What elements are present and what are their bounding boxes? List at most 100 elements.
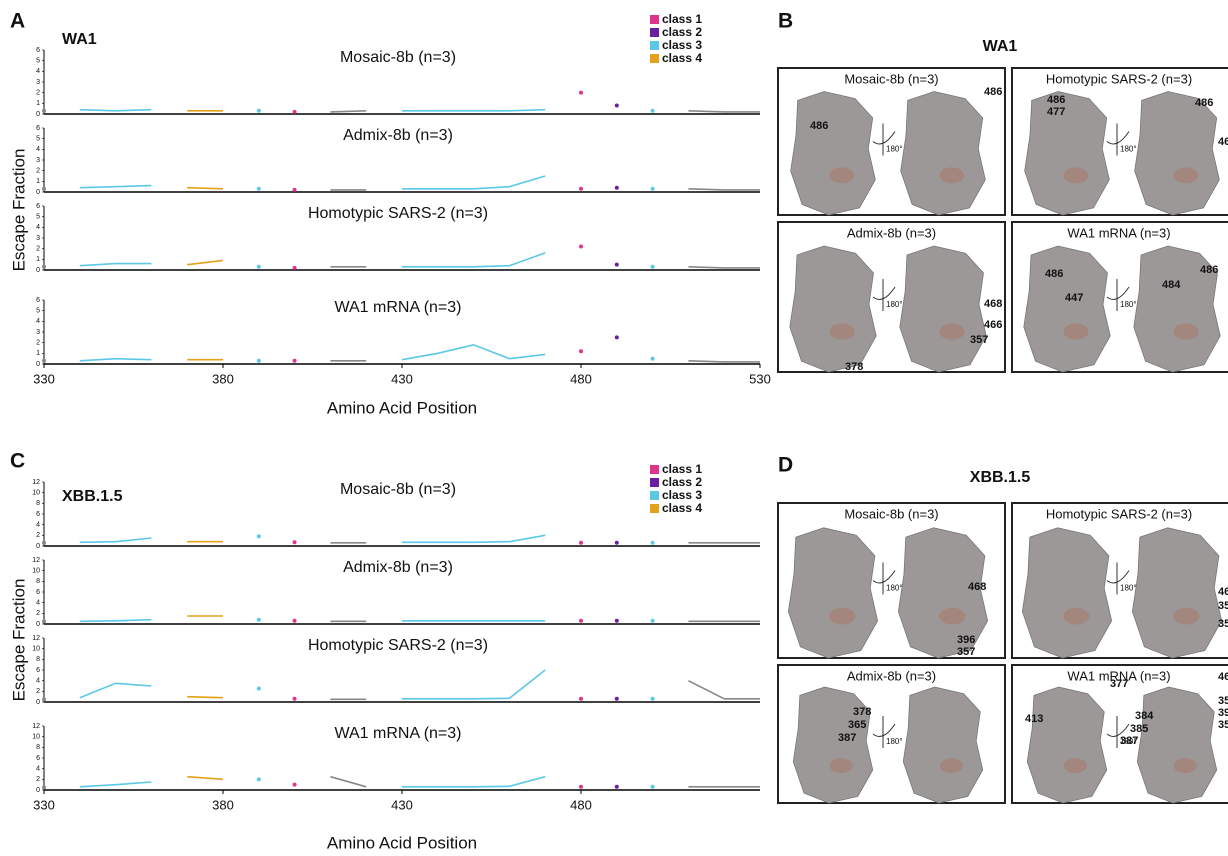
data-point (293, 266, 297, 270)
box-title: Homotypic SARS-2 (n=3) (1046, 506, 1192, 521)
data-point (42, 109, 46, 113)
data-point (293, 697, 297, 701)
x-tick-label: 330 (33, 371, 55, 386)
protein-surface (903, 687, 982, 803)
series-line (402, 535, 545, 542)
surface-patch (1063, 167, 1088, 183)
data-point (579, 619, 583, 623)
residue-label: 384 (1135, 710, 1154, 722)
y-tick-label: 1 (36, 256, 40, 263)
y-tick-label: 12 (32, 557, 40, 564)
residue-label: 486 (810, 120, 828, 132)
residue-label: 352 (1218, 719, 1228, 731)
y-tick-label: 6 (36, 667, 40, 674)
rotation-label: 180° (886, 584, 903, 593)
y-tick-label: 1 (36, 350, 40, 357)
y-tick-label: 1 (36, 100, 40, 107)
surface-patch (829, 608, 855, 625)
legend-swatch (650, 465, 659, 474)
y-tick-label: 5 (36, 308, 40, 315)
y-tick-label: 6 (36, 589, 40, 596)
y-tick-label: 10 (32, 734, 40, 741)
residue-label: 477 (1047, 106, 1065, 118)
series-line (688, 189, 760, 190)
y-tick-label: 4 (36, 146, 40, 153)
series-line (688, 681, 760, 699)
data-point (293, 110, 297, 114)
y-tick-label: 1 (36, 178, 40, 185)
series-line (688, 361, 760, 362)
legend-swatch (650, 491, 659, 500)
residue-label: 486 (1047, 94, 1065, 106)
protein-surface (1027, 687, 1106, 803)
protein-surface (1137, 687, 1216, 803)
rotation-label: 180° (1120, 300, 1137, 309)
series-line (80, 782, 152, 787)
data-point (615, 541, 619, 545)
y-tick-label: 4 (36, 68, 40, 75)
y-tick-label: 4 (36, 678, 40, 685)
box-title: Admix-8b (n=3) (847, 225, 936, 240)
chart-title: WA1 mRNA (n=3) (335, 299, 462, 316)
series-line (402, 176, 545, 189)
series-line (80, 683, 152, 697)
y-tick-label: 3 (36, 329, 40, 336)
data-point (257, 265, 261, 269)
panel-letter: C (10, 450, 25, 473)
y-tick-label: 4 (36, 766, 40, 773)
panel-letter: D (778, 454, 793, 477)
data-point (293, 359, 297, 363)
series-line (187, 260, 223, 264)
series-line (80, 110, 152, 111)
legend-swatch (650, 41, 659, 50)
y-tick-label: 5 (36, 214, 40, 221)
residue-label: 365 (848, 719, 866, 731)
data-point (651, 187, 655, 191)
x-axis-label: Amino Acid Position (327, 398, 477, 417)
data-point (651, 265, 655, 269)
protein-surface (791, 92, 876, 215)
residue-label: 357 (1218, 695, 1228, 707)
residue-label: 378 (845, 361, 863, 373)
data-point (651, 357, 655, 361)
residue-label: 357 (957, 646, 975, 658)
y-tick-label: 6 (36, 297, 40, 304)
y-tick-label: 10 (32, 568, 40, 575)
rotation-label: 180° (1120, 145, 1137, 154)
y-tick-label: 4 (36, 318, 40, 325)
panel-label: WA1 (62, 31, 97, 48)
y-tick-label: 6 (36, 203, 40, 210)
residue-label: 385 (1130, 723, 1148, 735)
residue-label: 357 (970, 334, 988, 346)
protein-surface (1024, 246, 1110, 372)
y-tick-label: 8 (36, 578, 40, 585)
data-point (257, 534, 261, 538)
series-line (688, 267, 760, 268)
residue-label: 484 (1162, 279, 1181, 291)
data-point (579, 187, 583, 191)
residue-label: 447 (1065, 292, 1083, 304)
panel-letter: A (10, 10, 25, 33)
y-tick-label: 3 (36, 157, 40, 164)
residue-label: 468 (1218, 136, 1228, 148)
box-title: Mosaic-8b (n=3) (844, 71, 938, 86)
data-point (42, 359, 46, 363)
box-title: Admix-8b (n=3) (847, 668, 936, 683)
surface-patch (1173, 323, 1198, 339)
data-point (42, 619, 46, 623)
y-tick-label: 0 (36, 111, 40, 118)
y-tick-label: 0 (36, 699, 40, 706)
series-line (402, 345, 545, 360)
y-tick-label: 6 (36, 511, 40, 518)
data-point (293, 783, 297, 787)
residue-label: 486 (984, 86, 1002, 98)
data-point (257, 687, 261, 691)
series-line (402, 670, 545, 699)
y-axis-label: Escape Fraction (9, 579, 28, 702)
y-tick-label: 0 (36, 267, 40, 274)
surface-patch (1173, 167, 1198, 183)
chart-title: Admix-8b (n=3) (343, 559, 453, 576)
surface-patch (1063, 608, 1089, 625)
protein-surface (901, 92, 986, 215)
residue-label: 378 (853, 706, 871, 718)
